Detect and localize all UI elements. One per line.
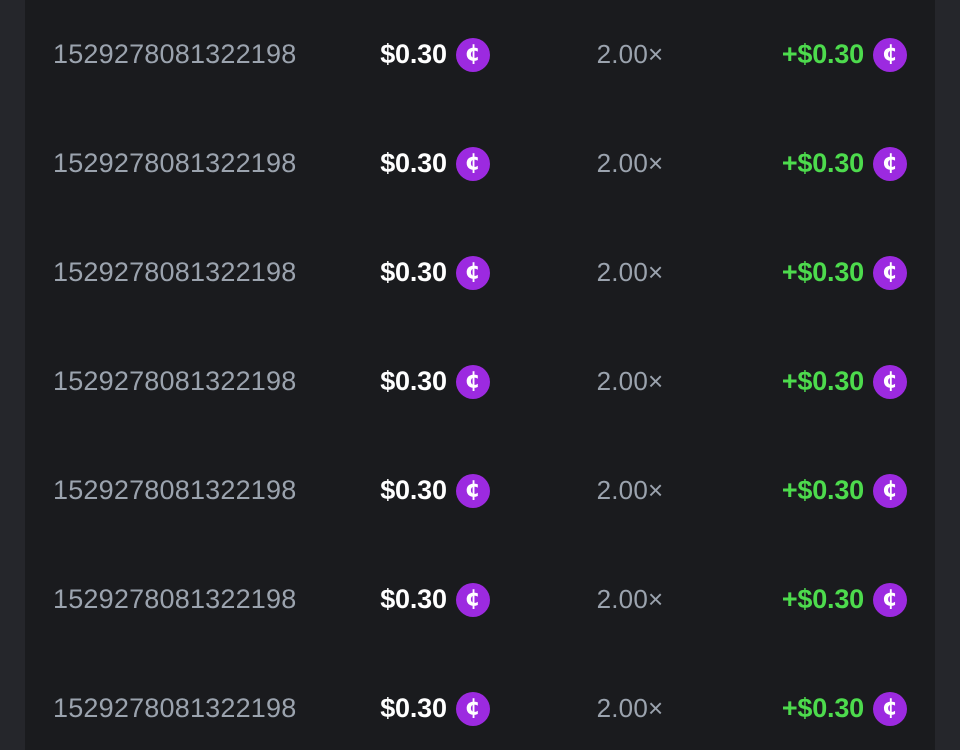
bet-amount-label: $0.30 — [380, 257, 447, 287]
bet-amount-cell: $0.30 ¢ — [325, 218, 545, 327]
cent-coin-icon: ¢ — [455, 473, 490, 508]
bet-id-cell[interactable]: 1529278081322198 — [53, 0, 325, 109]
left-edge-rail — [0, 0, 25, 750]
payout-label: +$0.30 — [781, 39, 864, 69]
multiplier-label: 2.00× — [596, 257, 664, 287]
cent-coin-icon: ¢ — [873, 37, 907, 72]
payout-cell: +$0.30 ¢ — [715, 545, 935, 654]
cent-glyph: ¢ — [881, 585, 898, 612]
multiplier-cell: 2.00× — [545, 218, 715, 327]
cent-glyph: ¢ — [881, 258, 898, 285]
bet-id-label: 1529278081322198 — [53, 148, 297, 178]
bet-id-label: 1529278081322198 — [53, 39, 297, 69]
bet-history-table[interactable]: 1529278081322198 $0.30 ¢ 2.00× +$0.30 ¢ 152927… — [25, 0, 935, 750]
multiplier-cell: 2.00× — [545, 436, 715, 545]
payout-cell: +$0.30 ¢ — [715, 109, 935, 218]
bet-id-cell[interactable]: 1529278081322198 — [53, 654, 325, 750]
multiplier-label: 2.00× — [596, 39, 664, 69]
table-row[interactable]: 1529278081322198 $0.30 ¢ 2.00× +$0.30 ¢ — [25, 109, 935, 218]
multiplier-cell: 2.00× — [545, 109, 715, 218]
table-row[interactable]: 1529278081322198 $0.30 ¢ 2.00× +$0.30 ¢ — [25, 654, 935, 750]
cent-coin-icon: ¢ — [873, 255, 907, 290]
multiplier-label: 2.00× — [596, 366, 664, 396]
multiplier-cell: 2.00× — [545, 654, 715, 750]
bet-amount-cell: $0.30 ¢ — [325, 0, 545, 109]
bet-id-cell[interactable]: 1529278081322198 — [53, 218, 325, 327]
multiplier-label: 2.00× — [596, 693, 664, 723]
cent-coin-icon: ¢ — [873, 473, 907, 508]
bet-amount-label: $0.30 — [380, 366, 447, 396]
bet-id-cell[interactable]: 1529278081322198 — [53, 436, 325, 545]
bet-amount-cell: $0.30 ¢ — [325, 109, 545, 218]
table-row[interactable]: 1529278081322198 $0.30 ¢ 2.00× +$0.30 ¢ — [25, 436, 935, 545]
multiplier-label: 2.00× — [596, 148, 664, 178]
payout-cell: +$0.30 ¢ — [715, 0, 935, 109]
bet-id-cell[interactable]: 1529278081322198 — [53, 109, 325, 218]
cent-coin-icon: ¢ — [455, 146, 490, 181]
table-row[interactable]: 1529278081322198 $0.30 ¢ 2.00× +$0.30 ¢ — [25, 545, 935, 654]
bet-amount-cell: $0.30 ¢ — [325, 654, 545, 750]
payout-cell: +$0.30 ¢ — [715, 436, 935, 545]
cent-glyph: ¢ — [464, 476, 481, 503]
right-edge-rail — [935, 0, 960, 750]
bet-id-cell[interactable]: 1529278081322198 — [53, 545, 325, 654]
cent-glyph: ¢ — [464, 367, 481, 394]
multiplier-cell: 2.00× — [545, 327, 715, 436]
cent-glyph: ¢ — [464, 585, 481, 612]
table-row[interactable]: 1529278081322198 $0.30 ¢ 2.00× +$0.30 ¢ — [25, 327, 935, 436]
bet-amount-label: $0.30 — [380, 39, 447, 69]
cent-coin-icon: ¢ — [455, 37, 490, 72]
cent-coin-icon: ¢ — [873, 364, 907, 399]
payout-label: +$0.30 — [781, 366, 864, 396]
bet-amount-cell: $0.30 ¢ — [325, 327, 545, 436]
cent-glyph: ¢ — [464, 694, 481, 721]
cent-coin-icon: ¢ — [873, 691, 907, 726]
payout-label: +$0.30 — [781, 693, 864, 723]
cent-coin-icon: ¢ — [455, 364, 490, 399]
bet-amount-cell: $0.30 ¢ — [325, 436, 545, 545]
cent-coin-icon: ¢ — [455, 582, 490, 617]
bet-id-label: 1529278081322198 — [53, 366, 297, 396]
multiplier-label: 2.00× — [596, 584, 664, 614]
cent-glyph: ¢ — [464, 40, 481, 67]
cent-glyph: ¢ — [881, 149, 898, 176]
cent-glyph: ¢ — [881, 40, 898, 67]
bet-amount-label: $0.30 — [380, 148, 447, 178]
payout-label: +$0.30 — [781, 257, 864, 287]
table-row[interactable]: 1529278081322198 $0.30 ¢ 2.00× +$0.30 ¢ — [25, 0, 935, 109]
bet-id-label: 1529278081322198 — [53, 584, 297, 614]
table-row[interactable]: 1529278081322198 $0.30 ¢ 2.00× +$0.30 ¢ — [25, 218, 935, 327]
bet-id-label: 1529278081322198 — [53, 693, 297, 723]
bet-amount-label: $0.30 — [380, 584, 447, 614]
payout-cell: +$0.30 ¢ — [715, 218, 935, 327]
payout-cell: +$0.30 ¢ — [715, 654, 935, 750]
payout-label: +$0.30 — [781, 584, 864, 614]
multiplier-cell: 2.00× — [545, 545, 715, 654]
bet-amount-label: $0.30 — [380, 475, 447, 505]
bet-id-label: 1529278081322198 — [53, 475, 297, 505]
bet-id-label: 1529278081322198 — [53, 257, 297, 287]
bet-id-cell[interactable]: 1529278081322198 — [53, 327, 325, 436]
multiplier-cell: 2.00× — [545, 0, 715, 109]
payout-label: +$0.30 — [781, 475, 864, 505]
payout-label: +$0.30 — [781, 148, 864, 178]
cent-glyph: ¢ — [881, 476, 898, 503]
cent-coin-icon: ¢ — [873, 146, 907, 181]
cent-glyph: ¢ — [881, 367, 898, 394]
multiplier-label: 2.00× — [596, 475, 664, 505]
cent-coin-icon: ¢ — [455, 691, 490, 726]
cent-coin-icon: ¢ — [873, 582, 907, 617]
cent-coin-icon: ¢ — [455, 255, 490, 290]
cent-glyph: ¢ — [881, 694, 898, 721]
payout-cell: +$0.30 ¢ — [715, 327, 935, 436]
bet-amount-label: $0.30 — [380, 693, 447, 723]
bet-amount-cell: $0.30 ¢ — [325, 545, 545, 654]
cent-glyph: ¢ — [464, 258, 481, 285]
cent-glyph: ¢ — [464, 149, 481, 176]
